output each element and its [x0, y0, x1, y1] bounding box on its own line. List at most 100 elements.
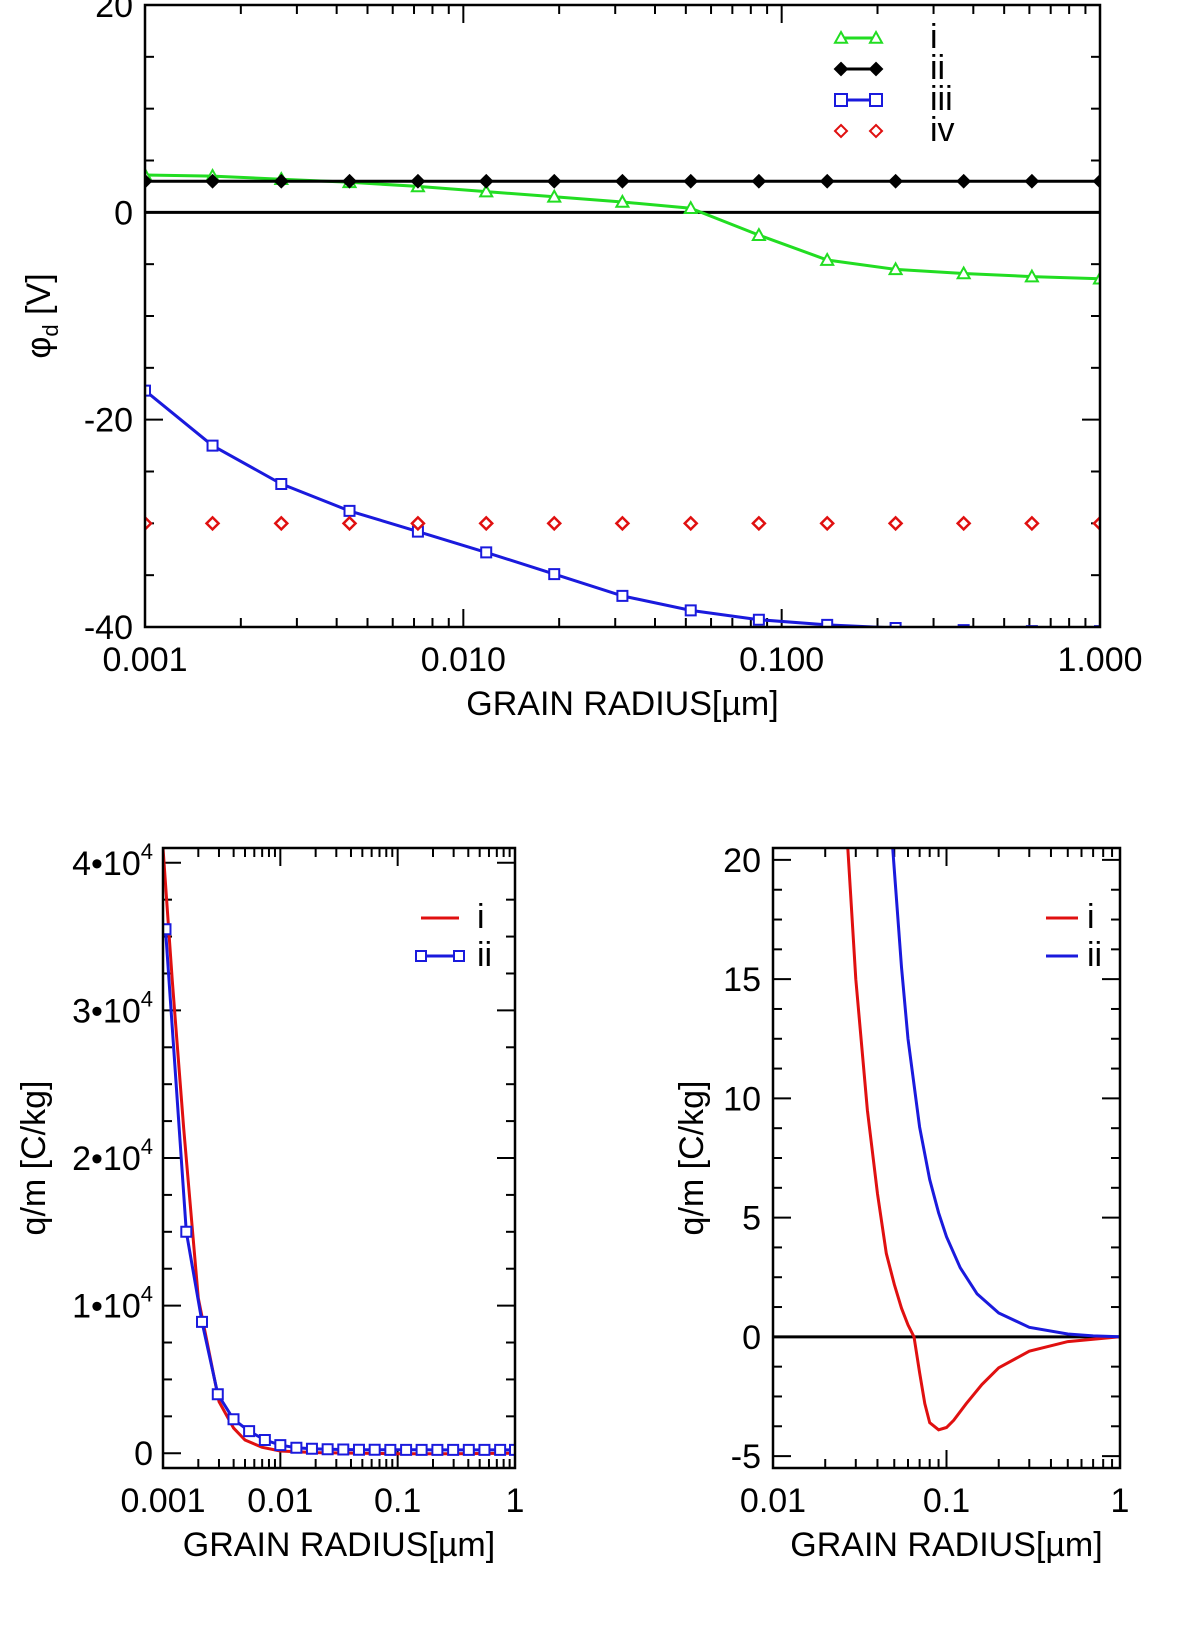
data-point-ii — [447, 1443, 460, 1456]
data-point-iv — [682, 515, 699, 532]
data-point-ii — [211, 1388, 224, 1401]
data-point-ii — [243, 1425, 256, 1438]
data-point-iii — [752, 613, 765, 626]
y-tick-label-mantissa: 2•10 — [72, 1140, 141, 1178]
legend-label-ii: ii — [477, 936, 492, 974]
data-point-ii — [478, 173, 494, 189]
data-point-iii — [821, 618, 834, 627]
legend-marker-ii — [868, 61, 884, 77]
data-point-ii — [145, 173, 153, 189]
y-tick-label: 0 — [114, 194, 133, 232]
x-axis-title: GRAIN RADIUS[µm] — [183, 1526, 495, 1564]
legend-item-i: i — [421, 898, 485, 936]
series-iii — [145, 384, 1100, 627]
data-point-i — [1092, 270, 1100, 285]
y-tick-label-mantissa: 4•10 — [72, 845, 141, 883]
panel-bottom-left-charge-to-mass: 0.001 0.01 0.1 101•1042•1043•1044•104GRAIN … — [15, 839, 524, 1564]
x-tick-label: 0.001 — [102, 641, 187, 679]
data-point-i — [546, 188, 562, 203]
legend-item-ii: ii — [415, 936, 492, 974]
data-point-i — [614, 193, 631, 208]
data-point-i — [955, 265, 972, 280]
data-point-iii — [684, 604, 697, 617]
y-tick-label-mantissa: 0 — [134, 1435, 153, 1473]
data-point-iv — [410, 515, 426, 532]
x-axis-title: GRAIN RADIUS[µm] — [466, 685, 778, 723]
data-point-ii — [494, 1443, 507, 1456]
data-point-iv — [751, 515, 767, 532]
y-axis-title: φd [V] — [20, 273, 63, 358]
series-ii — [145, 173, 1100, 189]
legend-label-ii: ii — [930, 49, 945, 87]
y-tick-label-exponent: 4 — [141, 1282, 153, 1307]
x-tick-label: 0.01 — [247, 1482, 313, 1520]
x-tick-label: 0.01 — [740, 1482, 806, 1520]
data-point-iv — [887, 515, 904, 532]
data-point-ii — [400, 1443, 413, 1456]
data-point-iv — [819, 515, 835, 532]
series-line-ii — [891, 848, 1120, 1339]
y-tick-label: 4•104 — [72, 839, 153, 883]
data-point-ii — [888, 173, 904, 189]
x-tick-label: 0.100 — [739, 641, 824, 679]
data-point-iv — [546, 515, 563, 532]
data-point-ii — [180, 1225, 193, 1238]
series-line-i — [145, 173, 1100, 281]
data-point-ii — [196, 1315, 209, 1328]
data-point-ii — [751, 173, 767, 189]
y-tick-label: 20 — [723, 842, 761, 880]
data-point-ii — [337, 1443, 350, 1456]
series-line-ii — [164, 929, 515, 1452]
y-tick-label: 20 — [95, 0, 133, 25]
data-point-ii — [342, 173, 357, 189]
legend-item-i: i — [833, 18, 938, 56]
legend-label-iii: iii — [930, 80, 953, 118]
series-i — [163, 848, 515, 1456]
panel-top-potential: 0.001 0.010 0.100 1.000 -40 -20 0 20 GRAIN RADIU… — [20, 0, 1143, 723]
data-point-ii — [384, 1443, 397, 1456]
data-point-iv — [204, 515, 221, 532]
y-tick-label-exponent: 4 — [141, 839, 153, 864]
data-point-ii — [546, 173, 562, 189]
legend-item-ii: ii — [833, 49, 945, 87]
data-point-i — [1024, 268, 1040, 283]
data-point-ii — [163, 923, 172, 936]
data-point-ii — [478, 1443, 491, 1456]
data-point-ii — [1024, 173, 1040, 189]
legend: iii — [415, 898, 492, 974]
legend-label-ii: ii — [1087, 936, 1102, 974]
y-tick-label: 1•104 — [72, 1282, 153, 1326]
y-tick-label: 3•104 — [72, 986, 153, 1030]
legend-item-i: i — [1046, 898, 1095, 936]
plot-frame — [771, 846, 1122, 1470]
panel-bottom-right-charge-to-mass-zoom: 0.01 0.1 1 -5 0 5 10 15 20 GRAIN RADIUS[µm] q/m [C… — [673, 842, 1129, 1564]
legend-marker-i — [833, 29, 849, 44]
data-point-iv — [1092, 515, 1100, 532]
legend-label-iv: iv — [930, 111, 955, 149]
data-point-ii — [205, 173, 220, 189]
data-point-i — [887, 261, 904, 276]
data-point-ii — [431, 1443, 444, 1456]
data-point-i — [683, 200, 699, 214]
y-axis-title-unit: [V] — [20, 273, 58, 324]
legend-item-iii: iii — [834, 80, 953, 118]
x-tick-label: 1.000 — [1057, 641, 1142, 679]
y-tick-label-exponent: 4 — [141, 986, 153, 1011]
data-point-iii — [480, 546, 493, 559]
data-point-ii — [258, 1433, 271, 1446]
data-point-ii — [274, 1439, 287, 1452]
data-point-i — [819, 251, 835, 266]
x-axis-title: GRAIN RADIUS[µm] — [790, 1526, 1102, 1564]
x-tick-label: 0.010 — [421, 641, 506, 679]
legend-marker-iii — [834, 93, 848, 107]
legend-marker-i — [868, 29, 884, 44]
data-point-iv — [614, 515, 631, 532]
data-point-iv — [478, 515, 494, 532]
y-tick-label: 15 — [723, 961, 761, 999]
data-point-iv — [1024, 515, 1040, 532]
data-point-i — [478, 183, 494, 198]
y-tick-label: 0 — [742, 1319, 761, 1357]
data-point-iv — [145, 515, 153, 532]
legend-marker-ii — [415, 950, 427, 962]
data-point-ii — [462, 1443, 475, 1456]
